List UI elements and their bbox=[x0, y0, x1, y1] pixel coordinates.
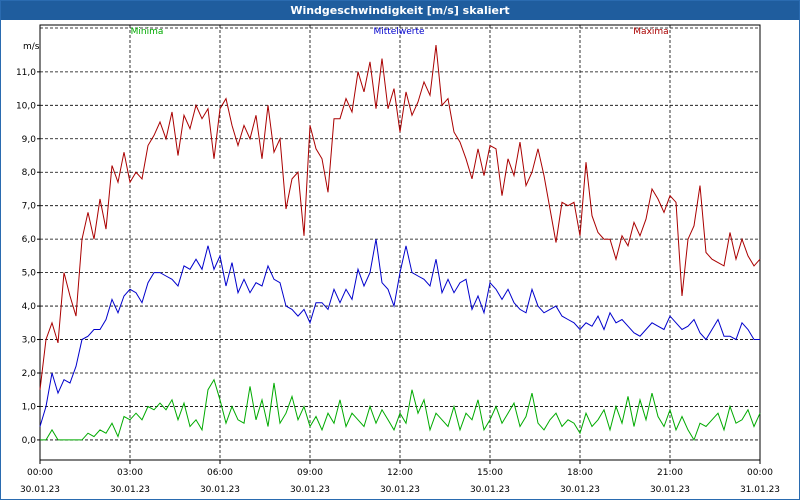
x-tick-labels: 00:00 30.01.23 03:00 30.01.23 06:00 30.01.23 0… bbox=[20, 468, 780, 495]
y-tick-label: 5,0 bbox=[22, 269, 37, 279]
series-lines bbox=[39, 45, 761, 442]
y-tick-label: 11,0 bbox=[16, 68, 36, 78]
x-tick-time: 18:00 bbox=[567, 468, 593, 478]
x-tick-time: 12:00 bbox=[387, 468, 413, 478]
y-tick-label: 8,0 bbox=[22, 168, 37, 178]
x-tick-time: 00:00 bbox=[747, 468, 773, 478]
x-tick-date: 30.01.23 bbox=[20, 485, 60, 495]
series-line-maxima bbox=[39, 45, 761, 390]
y-tick-label: 7,0 bbox=[22, 202, 37, 212]
y-tick-label: 9,0 bbox=[22, 135, 37, 145]
y-tick-labels: 0,0 1,0 2,0 3,0 4,0 5,0 6,0 7,0 8,0 9,0 10,0 11,0 bbox=[16, 68, 36, 446]
y-tick-label: 6,0 bbox=[22, 235, 37, 245]
y-tick-label: 2,0 bbox=[22, 369, 37, 379]
y-tick-label: 3,0 bbox=[22, 336, 37, 346]
axes bbox=[37, 24, 761, 464]
legend-maxima: Maxima bbox=[633, 27, 668, 37]
legend: Minima Mittelwerte Maxima bbox=[131, 27, 669, 37]
x-tick-date: 30.01.23 bbox=[110, 485, 150, 495]
y-tick-label: 10,0 bbox=[16, 101, 36, 111]
series-line-mittelwerte bbox=[39, 239, 760, 427]
x-tick-date: 30.01.23 bbox=[200, 485, 240, 495]
y-tick-label: 1,0 bbox=[22, 402, 37, 412]
x-tick-date: 30.01.23 bbox=[650, 485, 690, 495]
legend-minima: Minima bbox=[131, 27, 164, 37]
grid bbox=[40, 25, 760, 460]
x-tick-date: 30.01.23 bbox=[560, 485, 600, 495]
y-tick-label: 0,0 bbox=[22, 436, 37, 446]
y-axis-label: m/s bbox=[23, 42, 40, 52]
legend-mittelwerte: Mittelwerte bbox=[373, 27, 424, 37]
x-tick-time: 06:00 bbox=[207, 468, 233, 478]
x-tick-time: 15:00 bbox=[477, 468, 503, 478]
x-tick-time: 00:00 bbox=[27, 468, 53, 478]
x-tick-date: 30.01.23 bbox=[380, 485, 420, 495]
chart-title: Windgeschwindigkeit [m/s] skaliert bbox=[1, 1, 799, 20]
x-tick-date: 30.01.23 bbox=[290, 485, 330, 495]
x-tick-time: 03:00 bbox=[117, 468, 143, 478]
x-tick-time: 21:00 bbox=[657, 468, 683, 478]
y-tick-label: 4,0 bbox=[22, 302, 37, 312]
series-line-minima bbox=[40, 378, 761, 442]
x-tick-time: 09:00 bbox=[297, 468, 323, 478]
x-tick-date: 30.01.23 bbox=[470, 485, 510, 495]
x-tick-date: 31.01.23 bbox=[740, 485, 780, 495]
plot-frame bbox=[39, 24, 761, 461]
